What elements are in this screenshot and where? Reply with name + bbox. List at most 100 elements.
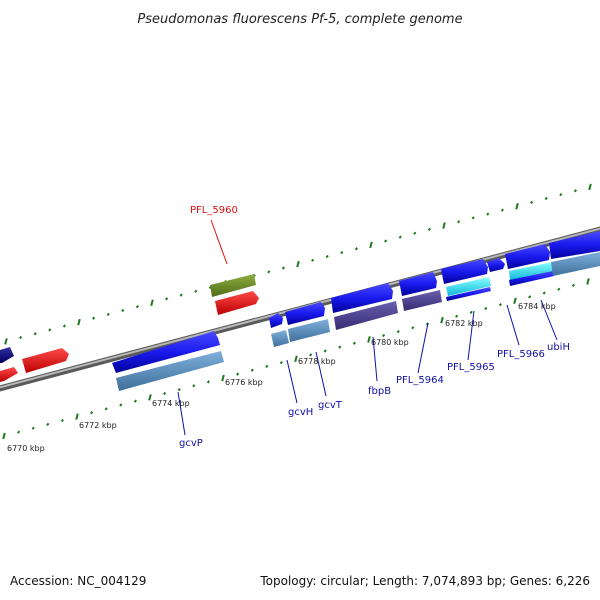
inner-ring-major-tick [2,432,6,440]
gene-label-PFL_5964[interactable]: PFL_5964 [396,375,444,386]
gene-arrow-PFL_5960-red[interactable] [215,291,259,315]
inner-ring-major-tick [513,297,517,305]
outer-ring-minor-tick [106,312,110,317]
gene-label-gcvT[interactable]: gcvT [318,400,343,411]
outer-ring-minor-tick [398,235,402,239]
gene-arrow-small-forward[interactable] [487,258,505,272]
inner-ring-minor-tick [133,399,137,403]
gene-arrow-gcvP-reverse[interactable] [116,351,224,391]
inner-ring-major-tick [148,394,152,401]
scale-label-6774: 6774 kbp [152,399,190,408]
outer-ring-minor-tick [500,208,504,212]
gene-arrow-PFL_5964-forward[interactable] [399,272,437,296]
outer-ring-minor-tick [413,231,417,235]
outer-ring-minor-tick [427,227,431,232]
gene-label-fbpB[interactable]: fbpB [368,386,391,397]
gene-arrow-ubiH-reverse[interactable] [551,252,600,276]
inner-ring-minor-tick [250,368,254,372]
genome-summary-text: Topology: circular; Length: 7,074,893 bp… [259,574,590,588]
inner-ring-minor-tick [542,291,546,295]
scale-label-6784: 6784 kbp [518,302,556,311]
inner-ring-major-tick [294,355,298,362]
inner-ring-minor-tick [338,345,342,349]
gene-arrow-navy-left[interactable] [0,347,14,363]
accession-text: Accession: NC_004129 [10,574,146,588]
gene-features [0,231,600,391]
inner-ring-minor-tick [60,418,64,423]
outer-ring-minor-tick [471,216,475,220]
scale-label-6772: 6772 kbp [79,421,117,430]
gene-label-ubiH[interactable]: ubiH [547,342,570,353]
inner-ring-minor-tick [265,364,269,369]
gene-arrow-PFL_5965-cyan[interactable] [446,277,491,296]
gene-arrow-PFL_5965-blue[interactable] [446,287,491,301]
scale-label-6778: 6778 kbp [298,357,336,366]
inner-ring-minor-tick [571,283,575,287]
outer-ring-minor-tick [194,289,198,293]
gene-arrow-PFL_5966-cyan[interactable] [509,262,554,280]
outer-ring-minor-tick [340,250,344,255]
outer-ring-minor-tick [384,239,388,243]
outer-ring-major-tick [369,241,373,249]
gene-arrow-gcvP-forward[interactable] [112,331,220,373]
inner-ring-minor-tick [469,310,473,314]
gene-arrow-gcvH-reverse[interactable] [271,330,289,347]
scale-label-6776: 6776 kbp [225,378,263,387]
outer-ring-minor-tick [311,258,315,262]
gene-arrow-PFL_5964-reverse[interactable] [402,290,442,311]
gene-label-gcvH[interactable]: gcvH [288,407,313,418]
outer-ring-minor-tick [530,200,534,205]
inner-ring-major-tick [586,278,590,285]
inner-ring-minor-tick [46,422,50,426]
outer-ring-minor-tick [33,332,37,336]
inner-ring-minor-tick [455,314,459,318]
gene-arrow-gcvT-reverse[interactable] [288,319,330,342]
gene-arrow-PFL_5965-forward[interactable] [441,259,488,284]
gene-arrow-PFL_5966-blue[interactable] [509,271,554,286]
scale-label-6780: 6780 kbp [371,338,409,347]
gene-arrow-red-left-2[interactable] [22,348,69,373]
outer-ring-minor-tick [457,220,461,224]
gene-label-PFL_5960[interactable]: PFL_5960 [190,205,238,216]
gene-arrow-fbpB-reverse[interactable] [334,301,398,330]
outer-tick-ring [4,183,592,345]
outer-ring-minor-tick [62,324,66,328]
inner-ring-minor-tick [396,330,400,334]
inner-ring-minor-tick [382,333,386,338]
inner-ring-minor-tick [352,341,356,345]
inner-ring-major-tick [75,413,79,420]
scale-label-6782: 6782 kbp [445,319,483,328]
label-connectors [177,219,558,436]
outer-ring-major-tick [77,318,81,326]
outer-ring-minor-tick [354,247,358,251]
outer-ring-minor-tick [165,297,169,301]
outer-ring-minor-tick [135,305,139,309]
inner-ring-minor-tick [279,360,283,365]
outer-ring-minor-tick [92,316,96,320]
inner-ring-minor-tick [206,380,210,384]
inner-ring-minor-tick [411,326,415,330]
gene-arrow-ubiH-forward[interactable] [549,231,600,259]
inner-ring-minor-tick [17,430,21,434]
gene-arrow-fbpB-forward[interactable] [331,283,393,313]
gene-arrow-gcvT-forward[interactable] [285,302,325,325]
inner-ring-minor-tick [498,303,502,307]
gene-arrow-PFL_5966-forward[interactable] [505,244,550,269]
scale-label-6770: 6770 kbp [7,444,45,453]
gene-arrow-gcvH-forward[interactable] [269,313,283,328]
inner-ring-minor-tick [90,411,94,415]
gene-label-PFL_5965[interactable]: PFL_5965 [447,362,495,373]
gene-arrow-PFL_5960-green[interactable] [210,274,256,297]
inner-ring-minor-tick [484,306,488,311]
inner-ring-major-tick [221,374,225,382]
gene-label-PFL_5966[interactable]: PFL_5966 [497,349,545,360]
inner-ring-minor-tick [163,391,167,396]
inner-ring-major-tick [367,336,371,343]
gene-labels: PFL_5960 gcvP gcvH gcvT fbpB PFL_5964 PF… [179,205,570,449]
outer-ring-major-tick [442,222,446,229]
gene-label-gcvP[interactable]: gcvP [179,438,203,449]
gene-arrow-red-left-1[interactable] [0,367,18,382]
outer-ring-major-tick [150,299,154,307]
outer-ring-major-tick [588,183,592,191]
